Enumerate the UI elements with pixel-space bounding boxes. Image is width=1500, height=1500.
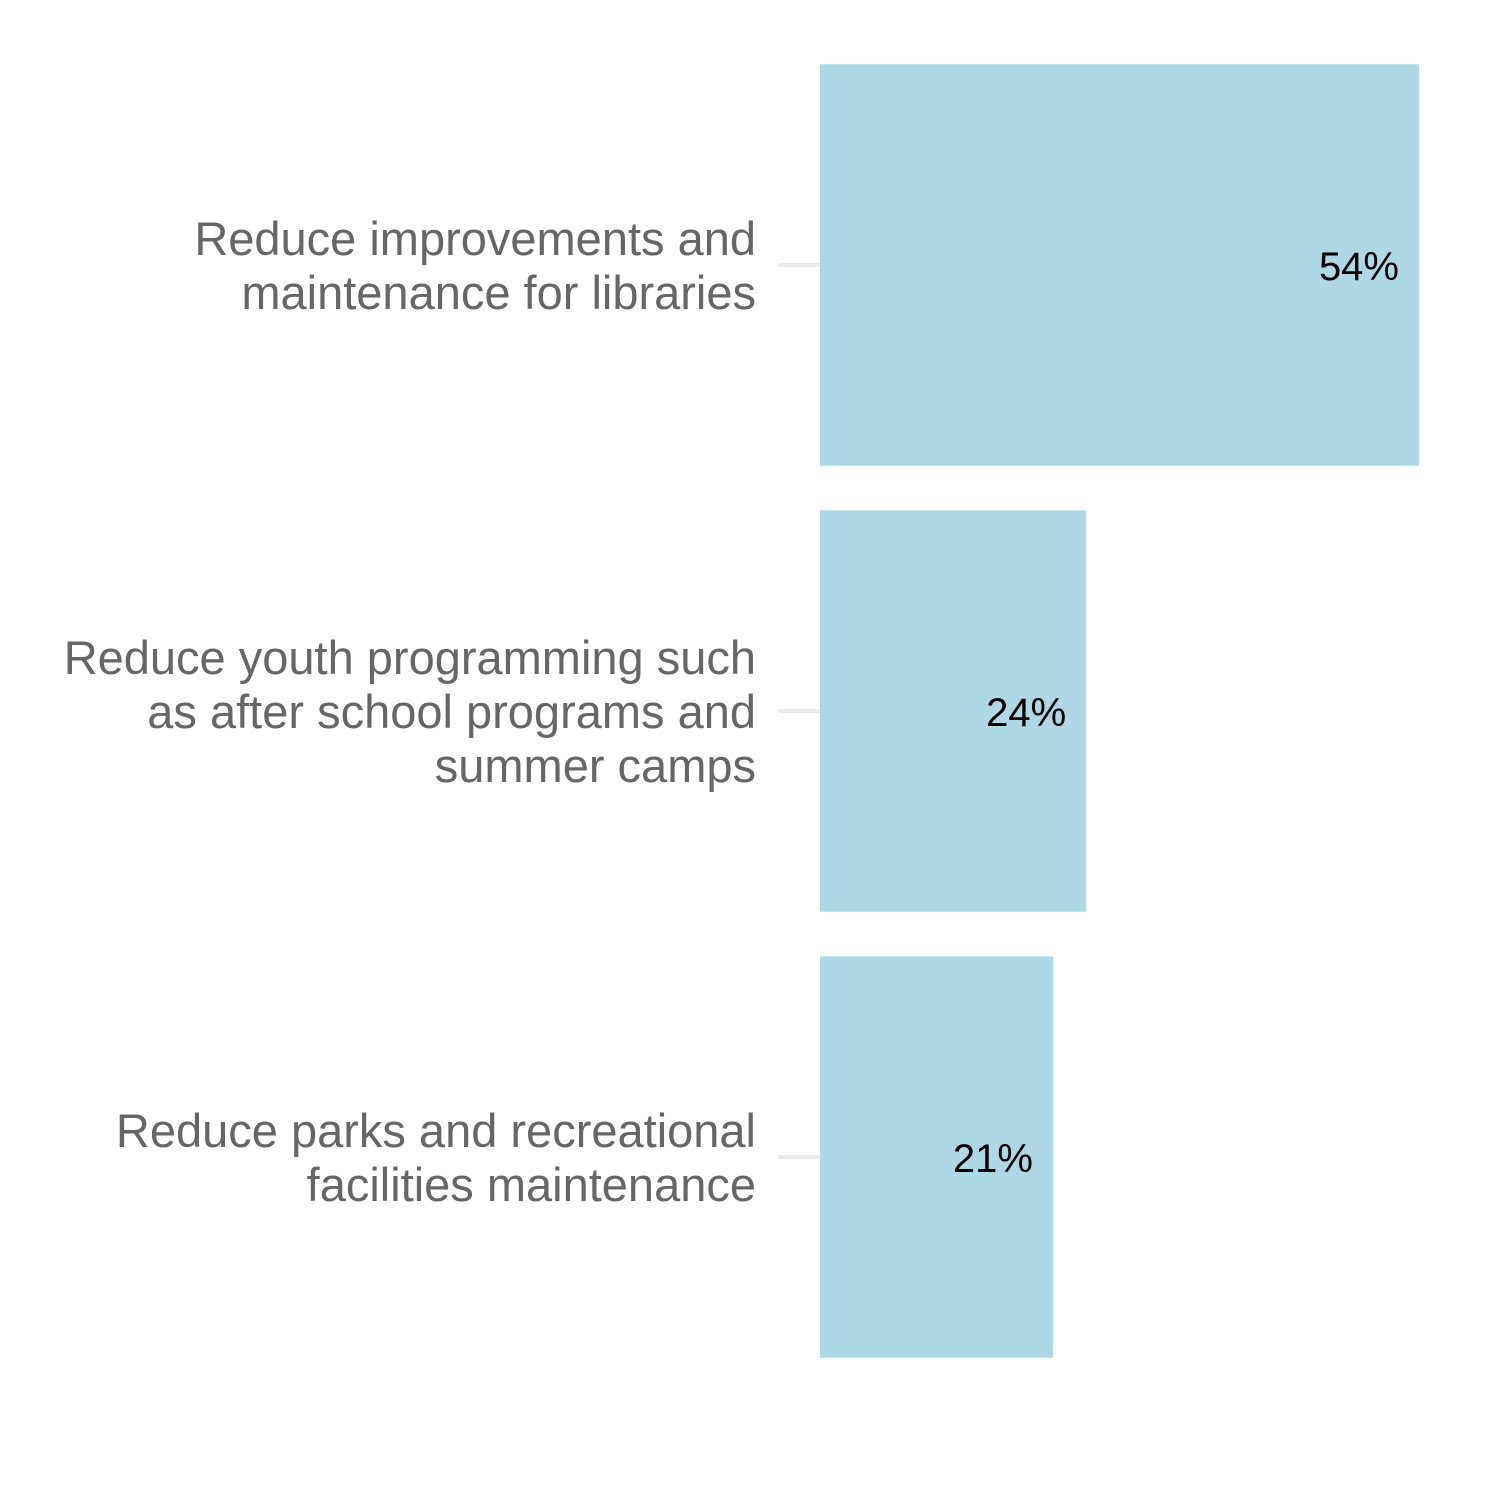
category-label-line: maintenance for libraries bbox=[241, 266, 756, 319]
category-label-line: Reduce parks and recreational bbox=[116, 1104, 756, 1157]
data-label: 54% bbox=[1319, 245, 1399, 289]
category-label-line: Reduce improvements and bbox=[194, 212, 756, 265]
category-label-line: facilities maintenance bbox=[307, 1158, 756, 1211]
bar bbox=[820, 64, 1419, 466]
y-axis-tick-labels: Reduce improvements and maintenance for l… bbox=[64, 212, 756, 1211]
category-label-line: as after school programs and bbox=[147, 685, 756, 738]
bars bbox=[820, 64, 1419, 1358]
category-label: Reduce improvements and maintenance for l… bbox=[194, 212, 756, 319]
data-label: 24% bbox=[986, 691, 1066, 735]
bar bbox=[820, 956, 1053, 1358]
category-label: Reduce youth programming such as after sc… bbox=[64, 631, 756, 792]
data-label: 21% bbox=[953, 1137, 1033, 1181]
data-labels: 54% 24% 21% bbox=[953, 245, 1399, 1181]
category-label-line: Reduce youth programming such bbox=[64, 631, 756, 684]
bar bbox=[820, 510, 1087, 912]
category-label: Reduce parks and recreational facilities … bbox=[116, 1104, 756, 1211]
y-axis-ticks bbox=[778, 263, 820, 1159]
category-label-line: summer camps bbox=[435, 739, 756, 792]
